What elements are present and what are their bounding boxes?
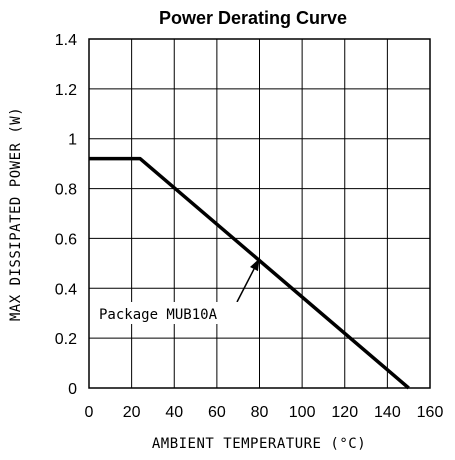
grid-layer	[88, 38, 431, 389]
y-tick-label-1: 0.2	[55, 331, 77, 348]
series-line-0	[89, 156, 410, 390]
x-tick-label-6: 120	[331, 404, 358, 421]
x-axis-label: AMBIENT TEMPERATURE (°C)	[152, 436, 366, 452]
x-tick-label-8: 160	[417, 404, 444, 421]
annotation-label-0: Package MUB10A	[99, 307, 218, 323]
y-tick-label-0: 0	[68, 381, 77, 398]
tick-label-layer: 0 20 40 60 80 100 120 140 160 0 0.2 0.4 0.6 0.8 1 1.2 1.…	[55, 32, 444, 421]
x-tick-label-0: 0	[85, 404, 94, 421]
y-tick-label-4: 0.8	[55, 182, 77, 199]
annotation-background-0	[96, 302, 238, 324]
y-tick-label-7: 1.4	[55, 32, 77, 49]
chart-title: Power Derating Curve	[159, 8, 347, 28]
x-tick-label-2: 40	[165, 404, 183, 421]
y-tick-label-2: 0.4	[55, 281, 77, 298]
series-layer	[88, 156, 410, 390]
annotation-arrowhead-0	[250, 258, 260, 272]
axes-layer	[88, 38, 431, 389]
plot-frame	[88, 38, 431, 389]
y-tick-label-6: 1.2	[55, 82, 77, 99]
x-tick-label-1: 20	[123, 404, 141, 421]
annotation-layer: Package MUB10A	[96, 258, 261, 324]
x-tick-label-3: 60	[208, 404, 226, 421]
y-tick-label-3: 0.6	[55, 231, 77, 248]
x-tick-label-5: 100	[289, 404, 316, 421]
y-axis-label: MAX DISSIPATED POWER (W)	[8, 107, 24, 321]
x-tick-label-4: 80	[251, 404, 269, 421]
x-tick-label-7: 140	[374, 404, 401, 421]
y-tick-label-5: 1	[68, 132, 77, 149]
